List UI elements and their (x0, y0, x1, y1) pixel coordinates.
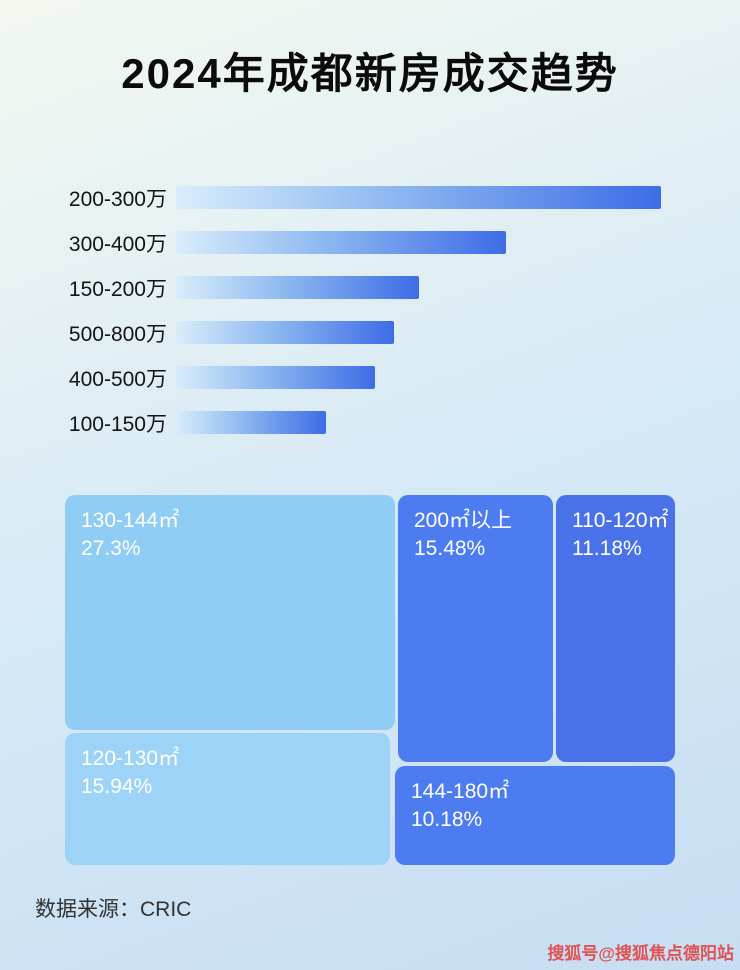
bar-track (176, 321, 394, 344)
treemap-block: 200㎡以上 15.48% (398, 495, 553, 762)
treemap-block-value: 27.3% (81, 537, 141, 560)
bar-category-label: 300-400万 (68, 232, 167, 256)
area-share-treemap: 130-144㎡ 27.3% 200㎡以上 15.48% 110-120㎡ 11.18% 1… (65, 495, 675, 865)
data-source-label: 数据来源：CRIC (35, 898, 192, 921)
bar-row: 300-400万 (55, 231, 661, 256)
bar-track (176, 411, 326, 434)
bar (176, 321, 394, 344)
bar (176, 276, 419, 299)
bar-row: 100-150万 (55, 411, 661, 436)
treemap-block: 144-180㎡ 10.18% (395, 766, 675, 865)
bar-row: 150-200万 (55, 276, 661, 301)
page-title: 2024年成都新房成交趋势 (121, 50, 619, 97)
treemap-block-value: 15.48% (414, 537, 486, 560)
bar (176, 186, 661, 209)
bar (176, 231, 506, 254)
bar-track (176, 231, 506, 254)
bar-category-label: 400-500万 (68, 367, 167, 391)
bar-track (176, 186, 661, 209)
bar-row: 500-800万 (55, 321, 661, 346)
treemap-block-label: 130-144㎡ (81, 509, 180, 532)
price-range-bar-chart: 200-300万 300-400万 150-200万 500-800万 400-500万… (55, 186, 661, 436)
treemap-block: 130-144㎡ 27.3% (65, 495, 395, 730)
bar-track (176, 366, 375, 389)
bar (176, 411, 326, 434)
treemap-block: 120-130㎡ 15.94% (65, 733, 390, 865)
treemap-block-label: 120-130㎡ (81, 747, 180, 770)
bar-category-label: 500-800万 (68, 322, 167, 346)
treemap-block-label: 200㎡以上 (414, 509, 513, 532)
watermark-text: 搜狐号@搜狐焦点德阳站 (547, 944, 734, 963)
bar (176, 366, 375, 389)
treemap-block-label: 144-180㎡ (411, 780, 510, 803)
bar-category-label: 100-150万 (68, 412, 167, 436)
treemap-block: 110-120㎡ 11.18% (556, 495, 675, 762)
bar-track (176, 276, 419, 299)
bar-row: 400-500万 (55, 366, 661, 391)
treemap-block-value: 11.18% (572, 537, 642, 560)
treemap-block-value: 15.94% (81, 775, 153, 798)
bar-category-label: 200-300万 (68, 187, 167, 211)
treemap-block-value: 10.18% (411, 808, 483, 831)
bar-category-label: 150-200万 (68, 277, 167, 301)
bar-row: 200-300万 (55, 186, 661, 211)
treemap-block-label: 110-120㎡ (572, 509, 669, 532)
